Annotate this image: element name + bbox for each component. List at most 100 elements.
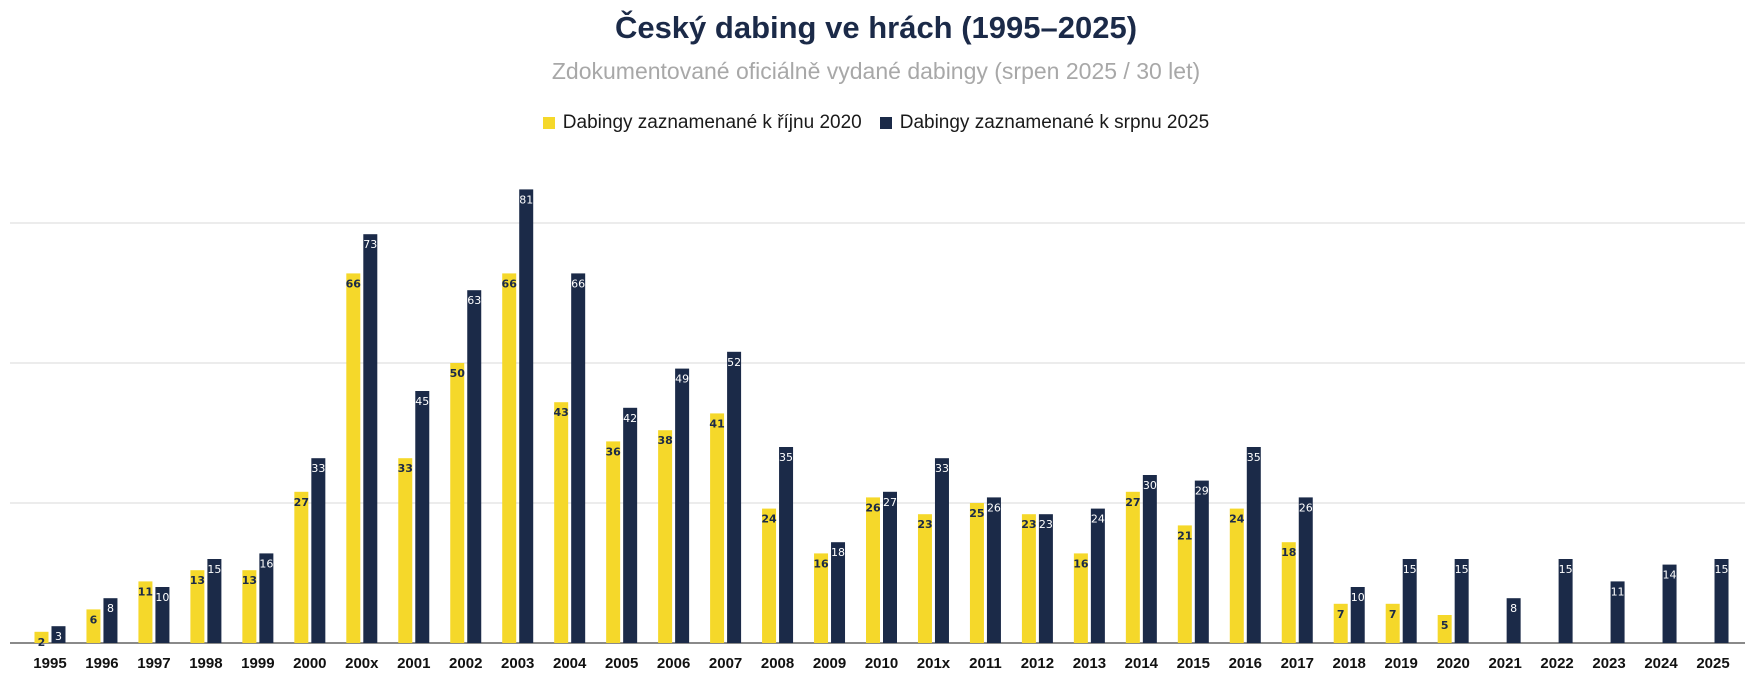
bar-s1-1999 (242, 570, 257, 643)
bar-s2-2004 (571, 273, 586, 643)
data-label-s2-1998: 15 (207, 563, 221, 576)
bar-s1-2001 (398, 458, 413, 643)
bar-s1-2010 (866, 497, 880, 643)
data-label-s2-2002: 63 (467, 294, 481, 307)
x-tick-label-1997: 1997 (137, 655, 170, 672)
data-label-s2-2024: 14 (1663, 569, 1677, 582)
bar-s2-1997 (155, 587, 170, 643)
data-label-s1-2016: 24 (1229, 513, 1245, 526)
bar-s1-2003 (502, 273, 517, 643)
bar-s1-2019 (1385, 603, 1400, 643)
data-label-s2-2018: 10 (1351, 591, 1365, 604)
bar-s1-2011 (969, 503, 984, 643)
x-tick-label-2010: 2010 (865, 655, 898, 672)
bar-s2-1995 (51, 626, 66, 643)
data-label-s1-2008: 24 (761, 513, 777, 526)
bar-s1-1998 (190, 570, 205, 643)
bar-s1-1996 (86, 609, 101, 643)
bar-s1-2014 (1125, 491, 1140, 643)
data-label-s2-2021: 8 (1510, 602, 1517, 615)
data-label-s1-2013: 16 (1073, 557, 1089, 570)
bar-s1-2016 (1229, 508, 1244, 643)
bar-s2-2011 (986, 497, 1001, 643)
data-label-s1-2014: 27 (1125, 496, 1140, 509)
bar-s2-1998 (207, 559, 222, 643)
bar-s2-2018 (1350, 587, 1365, 643)
data-label-s1-2007: 41 (709, 417, 724, 430)
data-label-s1-2011: 25 (969, 507, 984, 520)
x-tick-label-2000: 2000 (293, 655, 326, 672)
legend-label-2025: Dabingy zaznamenané k srpnu 2025 (899, 112, 1210, 133)
bar-s2-2002 (467, 290, 482, 643)
data-label-s1-1996: 6 (90, 613, 98, 626)
bar-s2-2015 (1194, 480, 1209, 643)
x-tick-label-2020: 2020 (1436, 655, 1469, 672)
x-tick-label-2022: 2022 (1540, 655, 1573, 672)
data-label-s1-2015: 21 (1177, 529, 1192, 542)
data-label-s2-2014: 30 (1143, 479, 1157, 492)
data-label-s2-2022: 15 (1559, 563, 1573, 576)
bar-s2-2021 (1506, 598, 1521, 643)
data-label-s1-2004: 43 (554, 406, 569, 419)
bar-s2-2010 (883, 491, 897, 643)
bar-s1-2017 (1281, 542, 1296, 643)
bar-s1-2009 (814, 553, 829, 643)
bar-s1-2015 (1177, 525, 1192, 643)
chart-title: Český dabing ve hrách (1995–2025) (614, 10, 1138, 45)
legend-item-2020[interactable]: Dabingy zaznamenané k říjnu 2020 (542, 112, 862, 134)
x-tick-label-2014: 2014 (1125, 655, 1159, 672)
x-tick-label-2018: 2018 (1333, 655, 1366, 672)
bar-s2-201x (934, 458, 949, 643)
data-label-s2-1997: 10 (155, 591, 169, 604)
data-label-s1-2010: 26 (865, 501, 881, 514)
data-label-s2-1996: 8 (107, 602, 114, 615)
bar-s2-2020 (1454, 559, 1469, 643)
bar-s1-2006 (658, 430, 673, 643)
legend-item-2025[interactable]: Dabingy zaznamenané k srpnu 2025 (879, 112, 1210, 134)
bar-s2-2025 (1714, 559, 1729, 643)
bar-s2-2016 (1246, 447, 1261, 643)
x-tick-label-2011: 2011 (969, 655, 1002, 672)
bar-s2-2005 (623, 407, 638, 643)
data-label-s1-1998: 13 (190, 574, 205, 587)
bar-s2-2022 (1558, 559, 1573, 643)
bar-s2-200x (363, 234, 378, 643)
bar-s2-2023 (1610, 581, 1625, 643)
x-tick-label-200x: 200x (345, 655, 379, 672)
x-tick-label-201x: 201x (917, 655, 951, 672)
data-label-s2-200x: 73 (363, 238, 377, 251)
x-tick-label-2024: 2024 (1644, 655, 1678, 672)
bar-s1-2013 (1073, 553, 1088, 643)
bar-s2-2013 (1090, 508, 1105, 643)
bar-s1-201x (917, 514, 932, 643)
x-tick-label-2009: 2009 (813, 655, 846, 672)
data-label-s1-2017: 18 (1281, 546, 1296, 559)
data-label-s2-2001: 45 (415, 395, 429, 408)
data-label-s1-2001: 33 (398, 462, 413, 475)
bar-s1-2018 (1333, 603, 1348, 643)
data-label-s1-2012: 23 (1021, 518, 1036, 531)
x-tick-label-1996: 1996 (85, 655, 118, 672)
x-tick-label-2019: 2019 (1385, 655, 1418, 672)
data-label-s1-2002: 50 (450, 367, 466, 380)
x-tick-label-2002: 2002 (449, 655, 482, 672)
bar-s2-2001 (415, 391, 430, 643)
x-tick-label-1999: 1999 (241, 655, 274, 672)
data-label-s2-2015: 29 (1195, 485, 1209, 498)
bar-s2-2008 (779, 447, 794, 643)
x-tick-label-2025: 2025 (1696, 655, 1729, 672)
data-label-s1-2006: 38 (657, 434, 672, 447)
data-label-s2-2017: 26 (1299, 501, 1313, 514)
data-label-s1-200x: 66 (346, 277, 362, 290)
bar-s2-2003 (519, 189, 534, 643)
x-tick-label-2003: 2003 (501, 655, 534, 672)
data-label-s2-2005: 42 (623, 412, 637, 425)
bar-s1-1995 (34, 631, 49, 643)
chart-legend: Dabingy zaznamenané k říjnu 2020 Dabingy… (0, 112, 1752, 134)
bar-s1-2002 (450, 363, 465, 643)
data-label-s1-1999: 13 (242, 574, 257, 587)
bar-s1-2020 (1437, 615, 1452, 643)
data-label-s2-201x: 33 (935, 462, 949, 475)
data-label-s1-2003: 66 (502, 277, 518, 290)
data-label-s2-2009: 18 (831, 546, 845, 559)
